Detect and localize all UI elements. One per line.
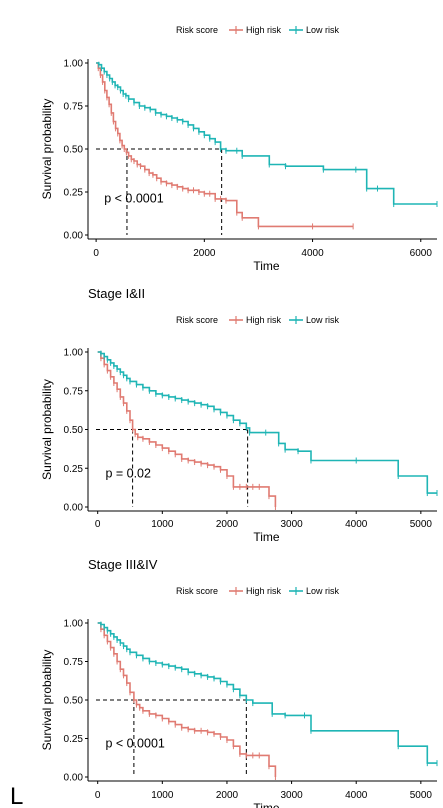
x-tick-label: 2000 [216, 519, 239, 530]
y-tick-label: 0.75 [64, 102, 84, 113]
legend-entry: High risk [246, 25, 282, 35]
x-tick-label: 1000 [151, 790, 174, 801]
x-axis-title: Time [253, 530, 280, 544]
y-tick-label: 0.50 [64, 145, 84, 156]
panels: Risk score High risk Low risk 0.00 0.25 0.50 0… [40, 25, 438, 808]
y-tick-label: 0.50 [64, 696, 84, 707]
x-tick-label: 5000 [410, 790, 433, 801]
x-tick-label: 0 [93, 248, 99, 259]
km-curve-high-risk [96, 62, 354, 228]
x-tick-label: 5000 [410, 519, 433, 530]
x-tick-label: 1000 [151, 519, 174, 530]
y-tick-label: 0.50 [64, 425, 84, 436]
y-tick-label: 0.00 [64, 231, 84, 242]
x-tick-label: 2000 [193, 248, 216, 259]
km-panel-3: Stage III&IV Risk score High risk Low risk 0… [40, 557, 438, 808]
legend-entry: Low risk [306, 315, 340, 325]
x-tick-label: 4000 [301, 248, 324, 259]
legend-title: Risk score [176, 586, 218, 596]
y-axis-title: Survival probability [40, 99, 54, 200]
km-panel-2: Stage I&II Risk score High risk Low risk 0.0… [40, 286, 438, 544]
y-tick-label: 0.25 [64, 734, 84, 745]
x-tick-label: 0 [95, 519, 101, 530]
legend: Risk score High risk Low risk [176, 25, 340, 35]
y-tick-label: 1.00 [64, 348, 84, 359]
y-tick-label: 0.75 [64, 386, 84, 397]
x-axis-title: Time [253, 801, 280, 808]
x-tick-label: 3000 [280, 790, 303, 801]
y-tick-label: 0.75 [64, 657, 84, 668]
x-tick-label: 4000 [345, 790, 368, 801]
legend-title: Risk score [176, 25, 218, 35]
legend-entry: Low risk [306, 586, 340, 596]
km-curve-low-risk [96, 62, 437, 205]
legend-entry: High risk [246, 586, 282, 596]
p-value: p < 0.0001 [104, 191, 163, 205]
x-tick-label: 0 [95, 790, 101, 801]
p-value: p = 0.02 [105, 467, 151, 481]
x-tick-label: 3000 [280, 519, 303, 530]
x-tick-label: 6000 [410, 248, 433, 259]
panel-title: Stage III&IV [88, 557, 158, 572]
y-axis-title: Survival probability [40, 379, 54, 480]
panel-title: Stage I&II [88, 286, 145, 301]
y-tick-label: 0.25 [64, 188, 84, 199]
legend-title: Risk score [176, 315, 218, 325]
km-curve-high-risk [97, 622, 277, 777]
legend: Risk score High risk Low risk [176, 315, 340, 325]
y-tick-label: 1.00 [64, 619, 84, 630]
y-axis-title: Survival probability [40, 650, 54, 751]
x-tick-label: 2000 [216, 790, 239, 801]
x-axis-title: Time [253, 259, 280, 273]
y-tick-label: 1.00 [64, 59, 84, 70]
km-panel-1: Risk score High risk Low risk 0.00 0.25 0.50 0… [40, 25, 438, 273]
x-tick-label: 4000 [345, 519, 368, 530]
y-tick-label: 0.25 [64, 464, 84, 475]
y-tick-label: 0.00 [64, 503, 84, 514]
y-tick-label: 0.00 [64, 773, 84, 784]
legend: Risk score High risk Low risk [176, 586, 340, 596]
p-value: p < 0.0001 [105, 737, 164, 751]
legend-entry: High risk [246, 315, 282, 325]
legend-entry: Low risk [306, 25, 340, 35]
panel-letter: L [10, 783, 23, 808]
